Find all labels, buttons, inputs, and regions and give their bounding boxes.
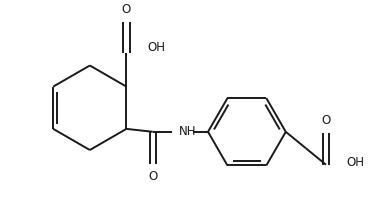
Text: OH: OH	[346, 156, 364, 169]
Text: O: O	[321, 114, 330, 127]
Text: OH: OH	[148, 41, 166, 54]
Text: O: O	[148, 170, 158, 183]
Text: NH: NH	[179, 125, 197, 138]
Text: O: O	[122, 3, 131, 16]
